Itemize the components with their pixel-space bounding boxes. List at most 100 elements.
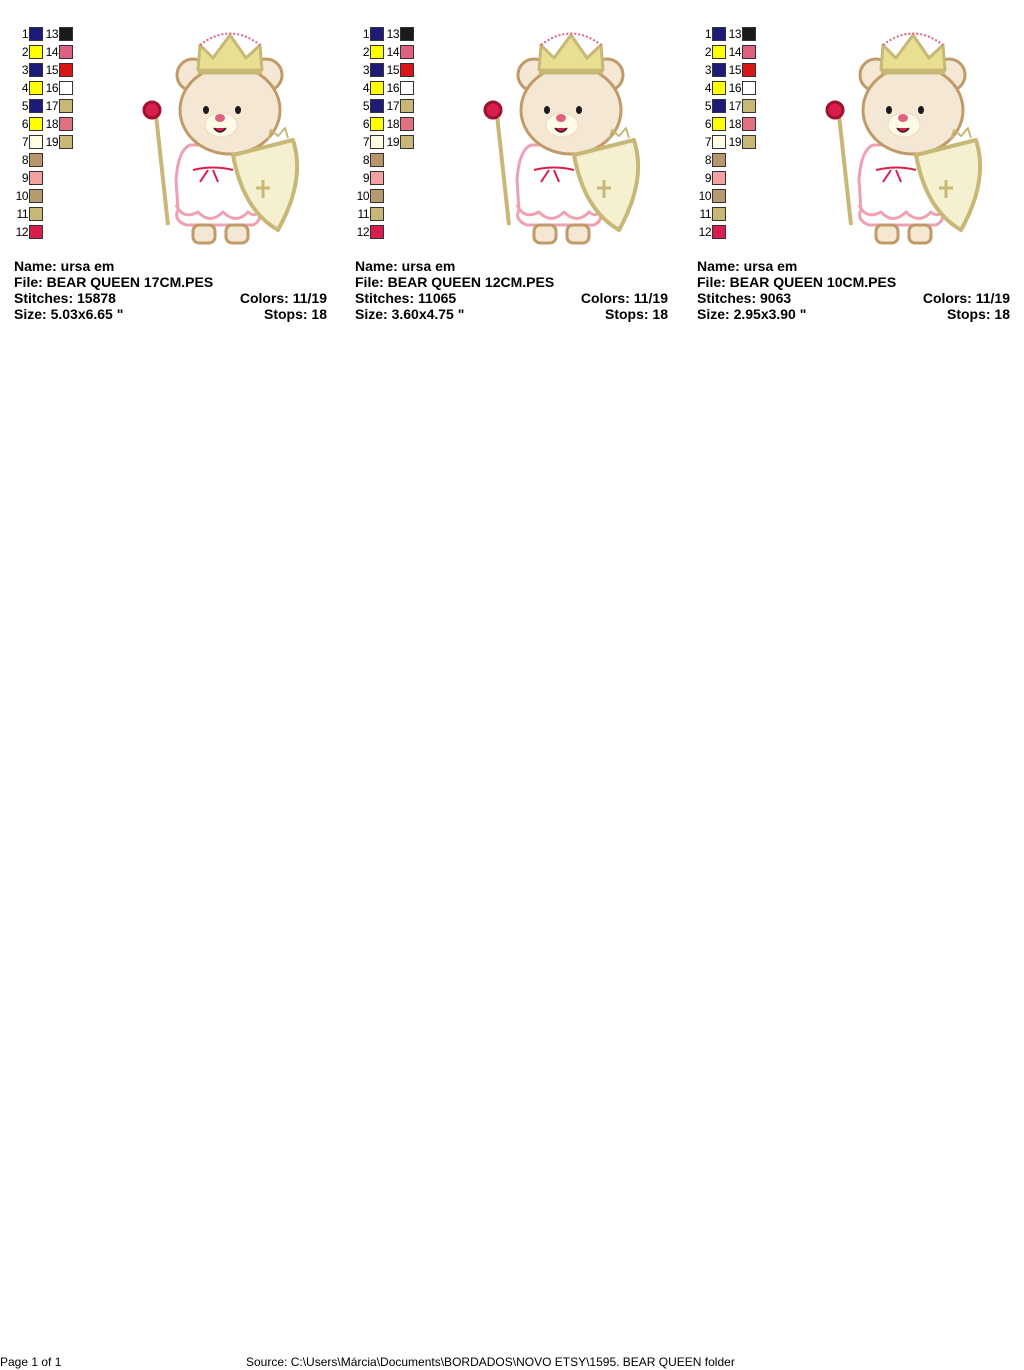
swatch-number: 9 [362, 171, 370, 185]
swatch-number: 6 [21, 117, 29, 131]
color-swatch [712, 81, 726, 95]
swatch-number: 11 [357, 207, 370, 221]
swatch-number: 10 [698, 189, 712, 203]
swatch-number: 19 [728, 135, 742, 149]
color-swatch [29, 225, 43, 239]
color-count: Colors: 11/19 [922, 290, 1010, 306]
swatch-number: 1 [362, 27, 370, 41]
color-swatch [29, 207, 43, 221]
swatch-number: 16 [728, 81, 742, 95]
swatch-number: 3 [21, 63, 29, 77]
color-swatch [59, 135, 73, 149]
swatch-number: 13 [386, 27, 400, 41]
stitch-count: Stitches: 15878 [14, 290, 116, 306]
color-swatch [712, 45, 726, 59]
stop-count: Stops: 18 [263, 306, 327, 322]
color-swatch [712, 27, 726, 41]
swatch-number: 8 [21, 153, 29, 167]
design-image [479, 30, 649, 252]
swatch-number: 17 [728, 99, 742, 113]
swatch-number: 2 [21, 45, 29, 59]
color-swatch [370, 171, 384, 185]
swatch-number: 6 [704, 117, 712, 131]
stop-count: Stops: 18 [604, 306, 668, 322]
color-swatch [370, 45, 384, 59]
source-path: Source: C:\Users\Márcia\Documents\BORDAD… [246, 1355, 735, 1369]
swatch-number: 12 [698, 225, 712, 239]
swatch-number: 18 [386, 117, 400, 131]
color-swatch [59, 45, 73, 59]
color-swatch [29, 27, 43, 41]
swatch-number: 9 [21, 171, 29, 185]
color-swatch [370, 63, 384, 77]
swatch-number: 6 [362, 117, 370, 131]
color-swatch [742, 81, 756, 95]
color-swatch [29, 63, 43, 77]
design-file: File: BEAR QUEEN 10CM.PES [697, 274, 897, 290]
design-file: File: BEAR QUEEN 17CM.PES [14, 274, 214, 290]
color-swatch [712, 63, 726, 77]
swatch-number: 3 [362, 63, 370, 77]
color-swatch [59, 81, 73, 95]
swatch-number: 11 [16, 207, 29, 221]
swatch-number: 17 [386, 99, 400, 113]
design-image [138, 30, 308, 252]
color-swatch [29, 135, 43, 149]
swatch-number: 7 [362, 135, 370, 149]
color-swatch [712, 225, 726, 239]
design-name: Name: ursa em [14, 258, 115, 274]
color-swatch [742, 27, 756, 41]
swatch-number: 7 [21, 135, 29, 149]
swatch-number: 5 [704, 99, 712, 113]
color-swatch [400, 99, 414, 113]
swatch-number: 1 [21, 27, 29, 41]
design-name: Name: ursa em [697, 258, 798, 274]
color-swatch [370, 81, 384, 95]
swatch-number: 4 [362, 81, 370, 95]
swatch-number: 3 [704, 63, 712, 77]
swatch-number: 18 [45, 117, 59, 131]
swatch-number: 5 [21, 99, 29, 113]
color-swatch [370, 189, 384, 203]
color-swatch [712, 117, 726, 131]
color-swatch [370, 225, 384, 239]
swatch-number: 16 [45, 81, 59, 95]
color-swatch [712, 99, 726, 113]
swatch-number: 7 [704, 135, 712, 149]
color-swatch [370, 99, 384, 113]
page-number: Page 1 of 1 [0, 1355, 62, 1369]
color-count: Colors: 11/19 [239, 290, 327, 306]
stitch-count: Stitches: 11065 [355, 290, 457, 306]
swatch-number: 4 [21, 81, 29, 95]
swatch-number: 12 [15, 225, 29, 239]
swatch-number: 12 [356, 225, 370, 239]
color-swatch [712, 135, 726, 149]
design-size: Size: 2.95x3.90 " [697, 306, 807, 322]
design-size: Size: 3.60x4.75 " [355, 306, 465, 322]
swatch-number: 13 [728, 27, 742, 41]
swatch-number: 10 [15, 189, 29, 203]
swatch-number: 19 [386, 135, 400, 149]
color-swatch [400, 81, 414, 95]
color-swatch [370, 135, 384, 149]
color-swatch [370, 153, 384, 167]
swatch-number: 18 [728, 117, 742, 131]
swatch-number: 2 [704, 45, 712, 59]
color-swatch [712, 207, 726, 221]
color-swatch [29, 99, 43, 113]
swatch-number: 5 [362, 99, 370, 113]
design-image [821, 30, 991, 252]
swatch-number: 19 [45, 135, 59, 149]
design-name: Name: ursa em [355, 258, 456, 274]
swatch-number: 15 [45, 63, 59, 77]
swatch-number: 13 [45, 27, 59, 41]
swatch-number: 15 [386, 63, 400, 77]
color-swatch [370, 117, 384, 131]
color-swatch [400, 45, 414, 59]
swatch-number: 1 [704, 27, 712, 41]
color-swatch [712, 189, 726, 203]
design-size: Size: 5.03x6.65 " [14, 306, 124, 322]
swatch-number: 14 [45, 45, 59, 59]
color-swatch [59, 117, 73, 131]
